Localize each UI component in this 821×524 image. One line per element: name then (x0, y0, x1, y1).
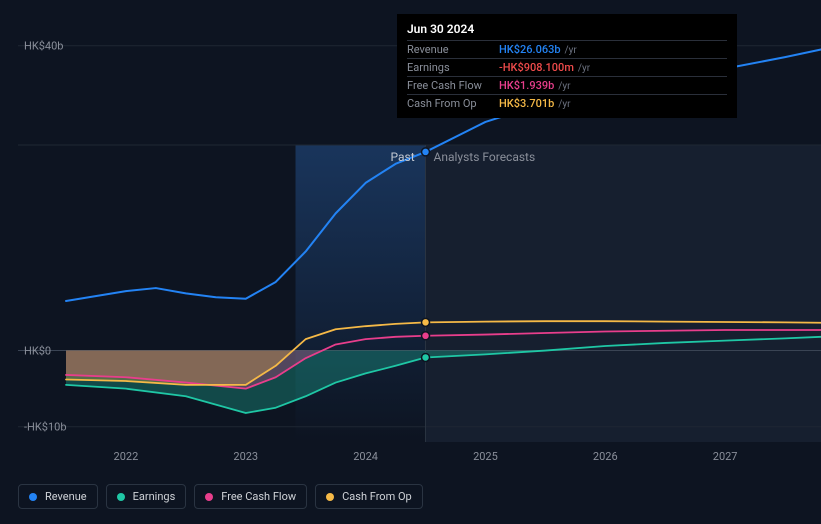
tooltip-row: Earnings-HK$908.100m/yr (407, 58, 727, 76)
y-axis-label: -HK$10b (24, 420, 67, 433)
x-axis-label: 2024 (353, 450, 378, 463)
legend-dot (117, 493, 125, 501)
legend-item-fcf[interactable]: Free Cash Flow (194, 484, 307, 509)
x-axis-label: 2023 (233, 450, 258, 463)
tooltip-row-label: Cash From Op (407, 97, 499, 110)
legend-dot (205, 493, 213, 501)
tooltip-row-value: HK$26.063b (499, 43, 561, 56)
region-label-forecast: Analysts Forecasts (434, 150, 536, 164)
chart-legend: Revenue Earnings Free Cash Flow Cash From O… (18, 484, 423, 509)
legend-item-revenue[interactable]: Revenue (18, 484, 98, 509)
x-axis-label: 2026 (593, 450, 618, 463)
legend-item-cfo[interactable]: Cash From Op (315, 484, 423, 509)
legend-label: Free Cash Flow (221, 490, 296, 503)
legend-label: Earnings (133, 490, 176, 503)
region-label-past: Past (391, 150, 415, 164)
tooltip-title: Jun 30 2024 (407, 22, 727, 36)
tooltip-row-unit: /yr (565, 45, 577, 56)
tooltip-row: Cash From OpHK$3.701b/yr (407, 94, 727, 112)
legend-label: Cash From Op (342, 490, 412, 503)
y-axis-label: HK$0 (24, 344, 51, 357)
chart-container: HK$40b HK$0 -HK$10b 2022 2023 2024 2025 2026 20… (0, 0, 821, 524)
legend-item-earnings[interactable]: Earnings (106, 484, 187, 509)
tooltip-row-label: Free Cash Flow (407, 79, 499, 92)
x-axis-label: 2025 (473, 450, 498, 463)
tooltip-row-label: Earnings (407, 61, 499, 74)
chart-tooltip: Jun 30 2024 RevenueHK$26.063b/yrEarnings… (397, 14, 737, 118)
tooltip-row-value: -HK$908.100m (499, 61, 574, 74)
tooltip-row: RevenueHK$26.063b/yr (407, 40, 727, 58)
legend-dot (326, 493, 334, 501)
legend-dot (29, 493, 37, 501)
tooltip-row-label: Revenue (407, 43, 499, 56)
tooltip-row-unit: /yr (578, 63, 590, 74)
tooltip-row: Free Cash FlowHK$1.939b/yr (407, 76, 727, 94)
tooltip-row-value: HK$1.939b (499, 79, 554, 92)
tooltip-row-value: HK$3.701b (499, 97, 554, 110)
y-axis-label: HK$40b (24, 39, 63, 52)
tooltip-row-unit: /yr (558, 99, 570, 110)
x-axis-label: 2027 (713, 450, 738, 463)
x-axis-label: 2022 (114, 450, 139, 463)
tooltip-row-unit: /yr (558, 81, 570, 92)
legend-label: Revenue (45, 490, 87, 503)
